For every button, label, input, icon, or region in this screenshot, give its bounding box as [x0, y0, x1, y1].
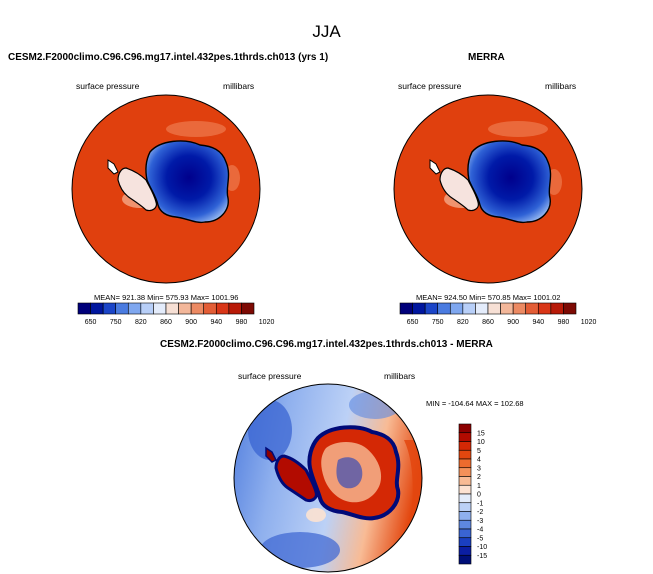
- model-colorbar-tick-label: 900: [185, 319, 197, 326]
- obs-colorbar-tick-label: 820: [457, 319, 469, 326]
- diff-colorbar-tick-label: 2: [477, 474, 481, 481]
- obs-colorbar-tick-label: 980: [558, 319, 570, 326]
- model-colorbar-tick-label: 750: [110, 319, 122, 326]
- model-colorbar-tick-label: 820: [135, 319, 147, 326]
- diff-peninsula: [274, 454, 318, 502]
- diff-colorbar-swatch: [458, 484, 472, 495]
- diff-colorbar-swatch: [458, 423, 472, 434]
- diff-colorbar-swatch: [458, 502, 472, 512]
- obs-colorbar-swatch: [563, 302, 577, 315]
- model-ocean-anomaly: [166, 121, 226, 137]
- diff-colorbar-tick-label: 0: [477, 492, 481, 499]
- model-island: [107, 159, 119, 175]
- obs-colorbar-tick-label: 650: [407, 319, 419, 326]
- diff-colorbar-swatch: [458, 449, 472, 460]
- obs-colorbar-tick-label: 860: [482, 319, 494, 326]
- model-colorbar-tick-label: 980: [236, 319, 248, 326]
- diff-ocean-anomaly: [248, 400, 292, 460]
- diff-colorbar-tick-label: -10: [477, 544, 487, 551]
- diff-map-border: [233, 383, 423, 573]
- model-colorbar-swatch: [241, 302, 255, 315]
- model-units-label: millibars: [223, 81, 255, 91]
- obs-field-label: surface pressure: [398, 81, 462, 91]
- diff-island: [265, 446, 278, 463]
- obs-colorbar-tick-label: 900: [507, 319, 519, 326]
- diff-colorbar-tick-label: -3: [477, 518, 483, 525]
- diff-colorbar-swatch: [458, 458, 472, 469]
- diff-colorbar-tick-label: 10: [477, 439, 485, 446]
- obs-units-label: millibars: [545, 81, 577, 91]
- model-colorbar-tick-label: 860: [160, 319, 172, 326]
- diff-field-label: surface pressure: [238, 371, 302, 381]
- model-field-label: surface pressure: [76, 81, 140, 91]
- diff-colorbar-swatch: [458, 537, 472, 547]
- diff-colorbar-swatch: [458, 441, 472, 451]
- diff-colorbar-swatch: [458, 493, 472, 504]
- diff-colorbar-tick-label: -2: [477, 509, 483, 516]
- diff-colorbar-swatch: [458, 554, 472, 565]
- diff-colorbar-tick-label: 1: [477, 483, 481, 490]
- diff-panel-title: CESM2.F2000climo.C96.C96.mg17.intel.432p…: [160, 339, 493, 350]
- diff-colorbar-tick-label: -15: [477, 553, 487, 560]
- diff-colorbar-swatch: [458, 546, 472, 556]
- model-stats: MEAN= 921.38 Min= 575.93 Max= 1001.96: [94, 293, 239, 302]
- diff-units-label: millibars: [384, 371, 416, 381]
- diff-colorbar-swatch: [458, 467, 472, 477]
- model-map-border: [71, 94, 261, 284]
- obs-colorbar-tick-label: 1020: [581, 319, 597, 326]
- model-colorbar-tick-label: 650: [85, 319, 97, 326]
- diff-colorbar-swatch: [458, 528, 472, 539]
- diff-colorbar-tick-label: 4: [477, 457, 481, 464]
- diff-ocean-anomaly: [306, 508, 326, 522]
- diff-colorbar-tick-label: -4: [477, 527, 483, 534]
- diff-colorbar-tick-label: -1: [477, 500, 483, 507]
- diff-colorbar-tick-label: -5: [477, 535, 483, 542]
- model-panel-title: CESM2.F2000climo.C96.C96.mg17.intel.432p…: [8, 52, 329, 63]
- diff-colorbar-tick-label: 3: [477, 465, 481, 472]
- diff-stats: MIN = -104.64 MAX = 102.68: [426, 399, 524, 408]
- diff-colorbar-swatch: [458, 476, 472, 486]
- diff-interior-pattern: [336, 457, 363, 489]
- diff-colorbar-swatch: [458, 519, 472, 530]
- obs-colorbar-tick-label: 940: [532, 319, 544, 326]
- model-colorbar-tick-label: 1020: [259, 319, 275, 326]
- obs-map-border: [393, 94, 583, 284]
- model-colorbar-tick-label: 940: [210, 319, 222, 326]
- model-peninsula: [117, 167, 157, 212]
- obs-peninsula: [439, 167, 479, 212]
- obs-colorbar-tick-label: 750: [432, 319, 444, 326]
- obs-panel-title: MERRA: [468, 52, 505, 63]
- obs-ocean-anomaly: [488, 121, 548, 137]
- obs-stats: MEAN= 924.50 Min= 570.85 Max= 1001.02: [416, 293, 561, 302]
- obs-island: [429, 159, 441, 175]
- diff-colorbar-tick-label: 5: [477, 448, 481, 455]
- main-title: JJA: [312, 22, 341, 41]
- diff-colorbar-tick-label: 15: [477, 430, 485, 437]
- diff-colorbar-swatch: [458, 432, 472, 442]
- diff-colorbar-swatch: [458, 511, 472, 521]
